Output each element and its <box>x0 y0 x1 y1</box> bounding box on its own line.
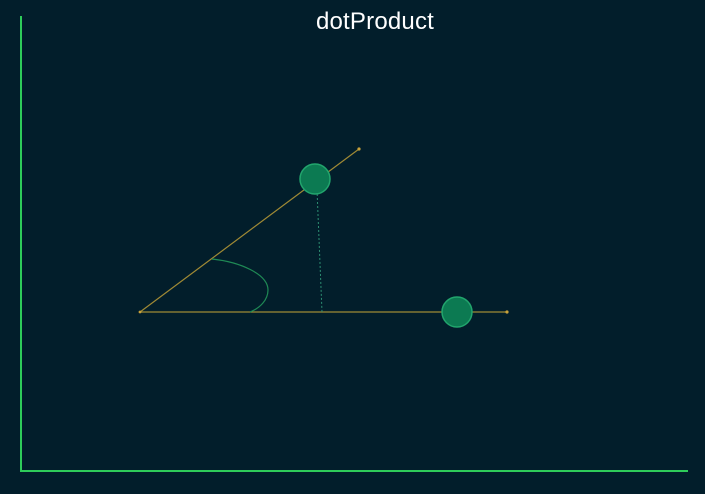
diagram-title: dotProduct <box>315 8 435 35</box>
projection-line <box>316 189 323 313</box>
vector-b-handle[interactable] <box>441 296 473 328</box>
angle-arc <box>211 258 269 313</box>
origin-dot <box>138 310 142 314</box>
vector-a-handle[interactable] <box>299 163 331 195</box>
vector-a-tip-dot <box>357 147 361 151</box>
vector-b-tip-dot <box>505 310 509 314</box>
